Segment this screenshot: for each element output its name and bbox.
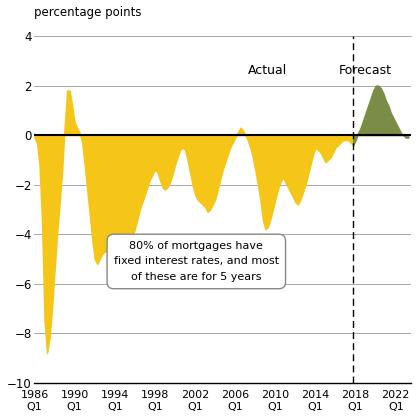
- Text: 80% of mortgages have
fixed interest rates, and most
of these are for 5 years: 80% of mortgages have fixed interest rat…: [114, 241, 279, 282]
- Text: percentage points: percentage points: [34, 6, 142, 19]
- Text: Forecast: Forecast: [339, 64, 392, 77]
- Text: Actual: Actual: [248, 64, 287, 77]
